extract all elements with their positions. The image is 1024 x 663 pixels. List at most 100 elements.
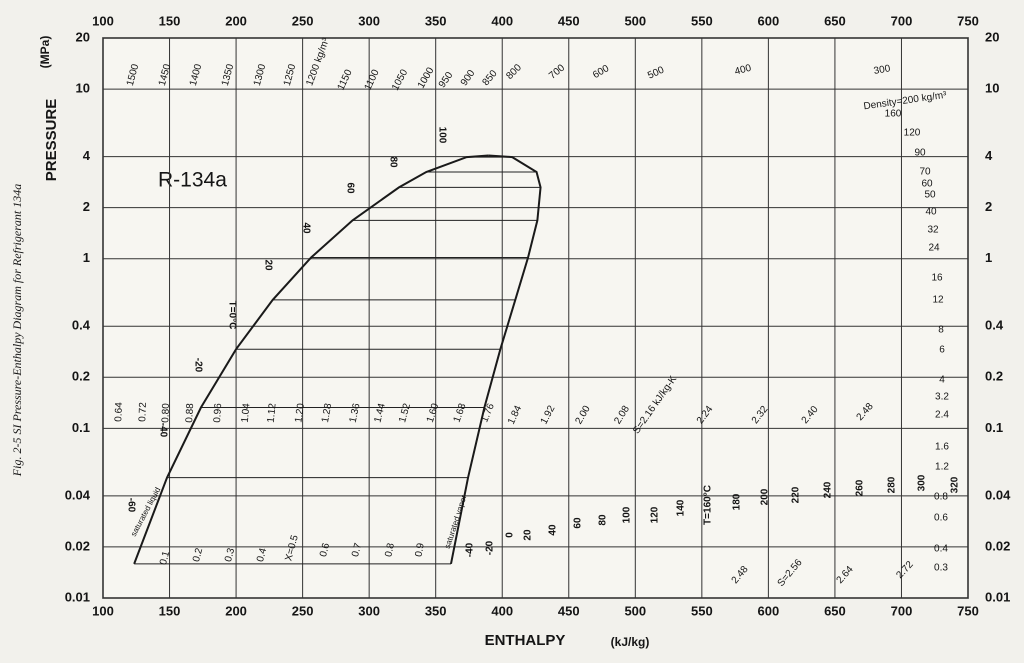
y-axis-unit: (MPa) — [38, 36, 52, 69]
y-tick-label: 0.2 — [72, 369, 90, 384]
density-label: 0.4 — [934, 544, 948, 555]
x-axis-unit: (kJ/kg) — [611, 635, 650, 649]
y-tick-label: 1 — [985, 250, 992, 265]
vapor-temperature-label: 60 — [573, 517, 584, 529]
x-tick-label: 400 — [491, 603, 513, 618]
vapor-temperature-label: 40 — [548, 524, 559, 536]
x-tick-label: 250 — [292, 603, 314, 618]
vapor-temperature-label: 300 — [917, 474, 928, 491]
x-tick-label: 400 — [491, 13, 513, 28]
vapor-temperature-label: 260 — [855, 479, 866, 496]
density-label: 24 — [928, 243, 940, 254]
chart-title: R-134a — [158, 169, 227, 192]
liquid-temperature-label: 100 — [436, 127, 447, 144]
x-tick-label: 350 — [425, 603, 447, 618]
quality-label: 0.4 — [255, 546, 269, 563]
vapor-temperature-label: 280 — [887, 476, 898, 493]
density-label: 300 — [873, 63, 892, 77]
density-label: 120 — [904, 128, 921, 139]
x-tick-label: 250 — [292, 13, 314, 28]
quality-label: 0.8 — [383, 542, 397, 558]
liquid-temperature-label: 60 — [344, 182, 355, 194]
y-tick-label: 0.1 — [72, 420, 90, 435]
quality-label: 0.2 — [191, 546, 205, 563]
vapor-temperature-label: 200 — [760, 488, 771, 505]
y-tick-label: 0.2 — [985, 369, 1003, 384]
x-tick-label: 650 — [824, 13, 846, 28]
liquid-temperature-label: -20 — [192, 358, 203, 373]
x-tick-label: 550 — [691, 603, 713, 618]
x-tick-label: 300 — [358, 603, 380, 618]
density-label: 1.6 — [935, 442, 949, 453]
vapor-temperature-label: -40 — [465, 542, 476, 557]
x-tick-label: 150 — [159, 603, 181, 618]
liquid-temperature-label: T=0°C — [226, 301, 237, 330]
density-label: 6 — [939, 345, 945, 356]
plot-area — [102, 37, 969, 599]
vapor-temperature-label: 220 — [791, 486, 802, 503]
y-tick-label: 0.02 — [65, 538, 90, 553]
y-tick-label: 10 — [985, 81, 999, 96]
x-tick-label: 750 — [957, 603, 979, 618]
density-label: 0.8 — [934, 492, 948, 503]
y-tick-label: 0.4 — [985, 318, 1004, 333]
quality-label: 0.3 — [223, 546, 237, 563]
quality-label: 0.6 — [318, 541, 332, 558]
density-label: 160 — [885, 109, 902, 120]
vapor-temperature-label: 80 — [598, 514, 609, 526]
vapor-temperature-label: 100 — [622, 506, 633, 523]
y-tick-label: 0.02 — [985, 538, 1010, 553]
y-tick-label: 2 — [985, 199, 992, 214]
density-label: 2.4 — [935, 410, 949, 421]
vapor-temperature-label: 240 — [823, 481, 834, 498]
caption: Fig. 2-5 SI Pressure-Enthalpy Diagram fo… — [10, 184, 24, 477]
y-tick-label: 0.01 — [65, 589, 90, 604]
entropy-label: 1.52 — [397, 402, 413, 424]
entropy-label: 1.12 — [266, 402, 279, 423]
x-tick-label: 700 — [891, 13, 913, 28]
density-label: 8 — [938, 325, 944, 336]
density-label: 50 — [924, 190, 936, 201]
entropy-label: 1.44 — [372, 402, 387, 424]
vapor-temperature-label: 320 — [950, 476, 961, 493]
y-tick-label: 1 — [83, 250, 90, 265]
density-label: 3.2 — [935, 392, 949, 403]
liquid-temperature-label: 80 — [387, 156, 398, 168]
entropy-label: 1.28 — [320, 402, 334, 424]
y-tick-label: 0.1 — [985, 420, 1003, 435]
x-tick-label: 300 — [358, 13, 380, 28]
y-tick-label: 2 — [83, 199, 90, 214]
density-label: 32 — [927, 225, 939, 236]
y-tick-label: 10 — [76, 81, 90, 96]
y-tick-label: 0.4 — [72, 318, 91, 333]
vapor-temperature-label: 180 — [732, 493, 743, 510]
x-tick-label: 600 — [758, 603, 780, 618]
x-tick-label: 500 — [624, 13, 646, 28]
saturation-curve — [450, 154, 542, 565]
quality-label: 0.9 — [414, 542, 427, 558]
saturation-curve — [133, 154, 489, 565]
density-label: 70 — [919, 167, 931, 178]
density-label: 4 — [939, 375, 945, 386]
density-label: 60 — [921, 179, 933, 190]
entropy-label: 1.36 — [348, 402, 363, 424]
y-tick-label: 0.04 — [65, 487, 91, 502]
liquid-temperature-label: 40 — [300, 222, 311, 234]
density-label: 40 — [925, 207, 937, 218]
x-tick-label: 450 — [558, 13, 580, 28]
vapor-temperature-label: -20 — [485, 540, 496, 555]
x-tick-label: 100 — [92, 603, 114, 618]
liquid-temperature-label: -60 — [125, 498, 136, 513]
y-tick-label: 0.04 — [985, 487, 1011, 502]
density-label: 16 — [931, 273, 943, 284]
density-label: 400 — [734, 63, 753, 78]
y-tick-label: 4 — [83, 148, 91, 163]
entropy-label: 0.72 — [137, 402, 149, 422]
quality-label: 0.7 — [350, 541, 364, 558]
entropy-label: 0.80 — [160, 403, 172, 423]
x-tick-label: 700 — [891, 603, 913, 618]
density-label: 0.3 — [934, 563, 948, 574]
liquid-temperature-label: 20 — [262, 259, 273, 271]
y-tick-label: 4 — [985, 148, 993, 163]
